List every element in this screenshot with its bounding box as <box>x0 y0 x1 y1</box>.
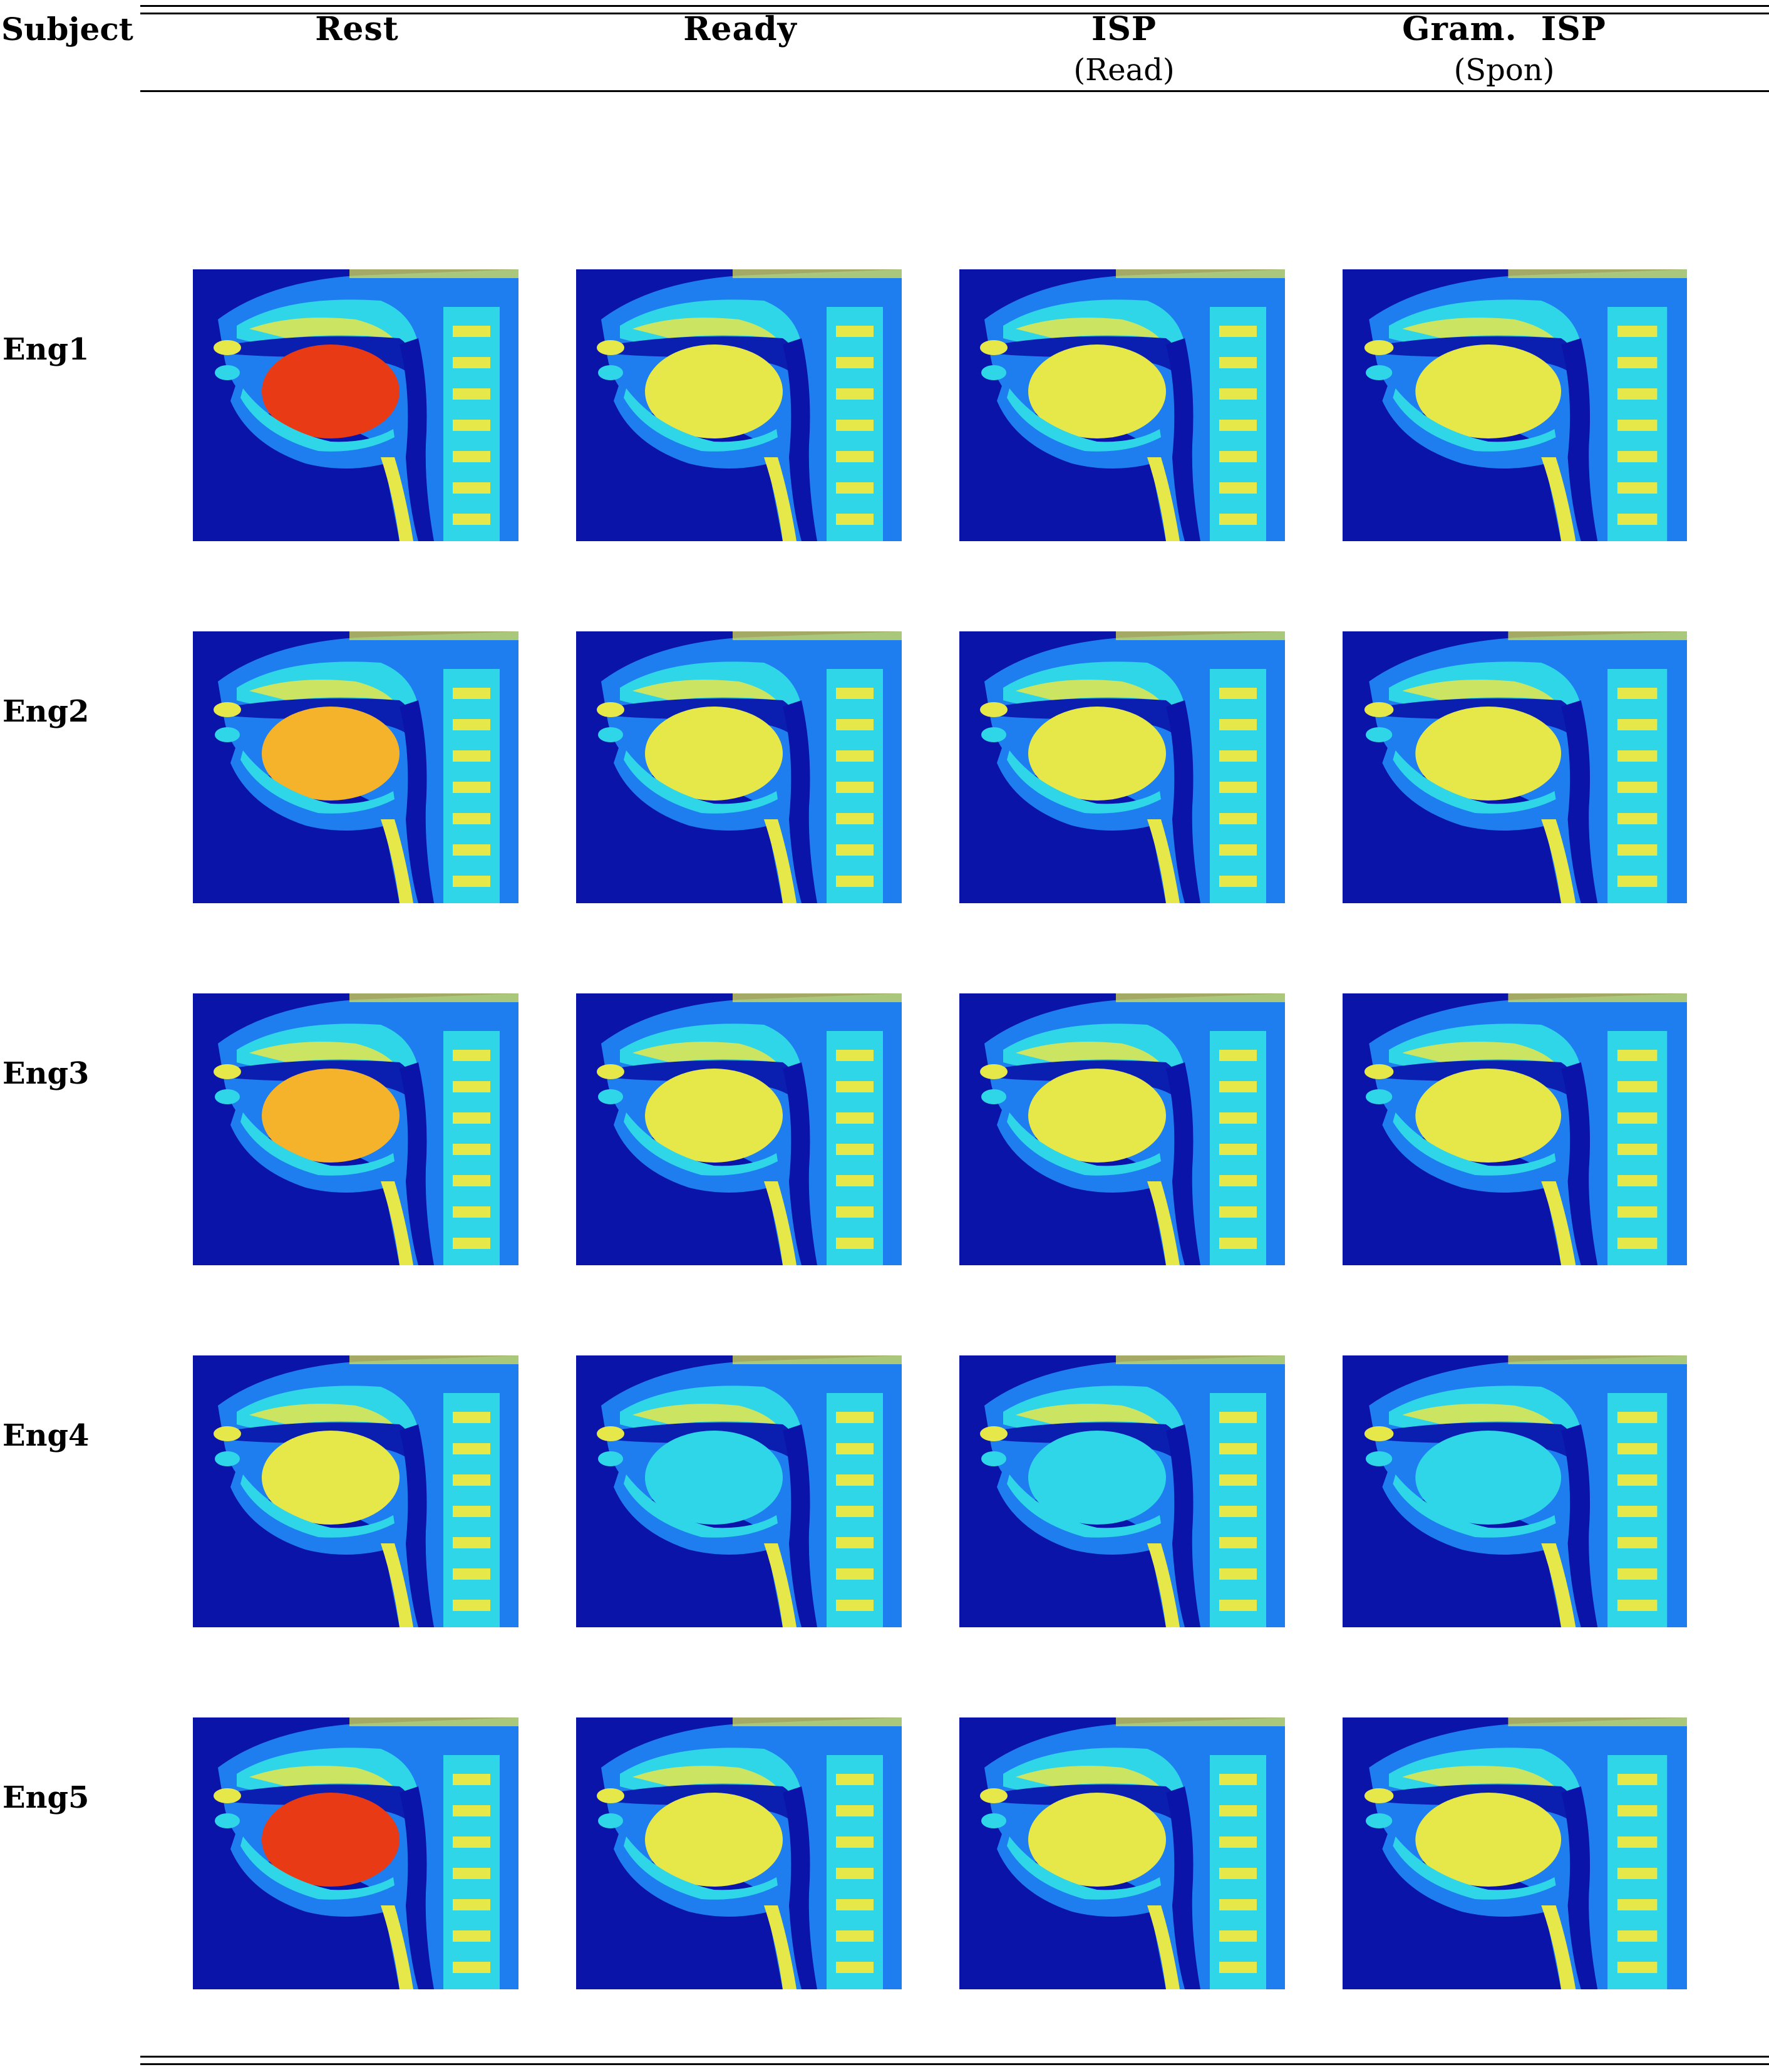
mri-image-eng5-ready <box>576 1717 902 1989</box>
row-label-eng1: Eng1 <box>3 332 90 367</box>
subject-column-header: Subject <box>1 11 133 48</box>
mri-image-eng4-gram-isp <box>1343 1355 1687 1627</box>
mri-image-eng1-rest <box>193 269 518 541</box>
mri-image-eng1-gram-isp <box>1343 269 1687 541</box>
mri-image-eng5-isp <box>959 1717 1285 1989</box>
mri-image-eng3-gram-isp <box>1343 993 1687 1265</box>
mri-image-eng3-rest <box>193 993 518 1265</box>
column-header-label: Gram. ISP <box>1402 10 1606 48</box>
column-header-gram-isp: Gram. ISP (Spon) <box>1329 8 1679 89</box>
mri-image-eng3-isp <box>959 993 1285 1265</box>
row-label-eng4: Eng4 <box>3 1418 90 1453</box>
column-header-ready: Ready <box>565 8 915 51</box>
column-header-isp: ISP (Read) <box>949 8 1299 89</box>
column-header-label: Rest <box>315 10 399 48</box>
table-bottom-rule-double <box>140 2063 1769 2065</box>
column-header-label: Ready <box>683 10 797 48</box>
mri-image-eng4-isp <box>959 1355 1285 1627</box>
mri-image-eng3-ready <box>576 993 902 1265</box>
mri-image-eng4-rest <box>193 1355 518 1627</box>
mri-image-eng4-ready <box>576 1355 902 1627</box>
row-label-eng2: Eng2 <box>3 694 90 729</box>
mri-image-eng1-ready <box>576 269 902 541</box>
mri-image-eng2-gram-isp <box>1343 631 1687 903</box>
column-header-sublabel: (Read) <box>1073 53 1175 88</box>
table-top-rule <box>140 5 1769 7</box>
mri-image-eng1-isp <box>959 269 1285 541</box>
column-header-label: ISP <box>1091 10 1157 48</box>
row-label-eng5: Eng5 <box>3 1780 90 1815</box>
column-header-rest: Rest <box>182 8 532 51</box>
table-bottom-rule <box>140 2056 1769 2058</box>
mri-image-eng5-gram-isp <box>1343 1717 1687 1989</box>
column-header-sublabel: (Spon) <box>1453 53 1555 88</box>
mri-image-eng5-rest <box>193 1717 518 1989</box>
table-top-rule-double <box>140 13 1769 14</box>
header-rule <box>140 90 1769 92</box>
row-label-eng3: Eng3 <box>3 1056 90 1091</box>
mri-image-eng2-ready <box>576 631 902 903</box>
mri-image-eng2-isp <box>959 631 1285 903</box>
mri-image-eng2-rest <box>193 631 518 903</box>
